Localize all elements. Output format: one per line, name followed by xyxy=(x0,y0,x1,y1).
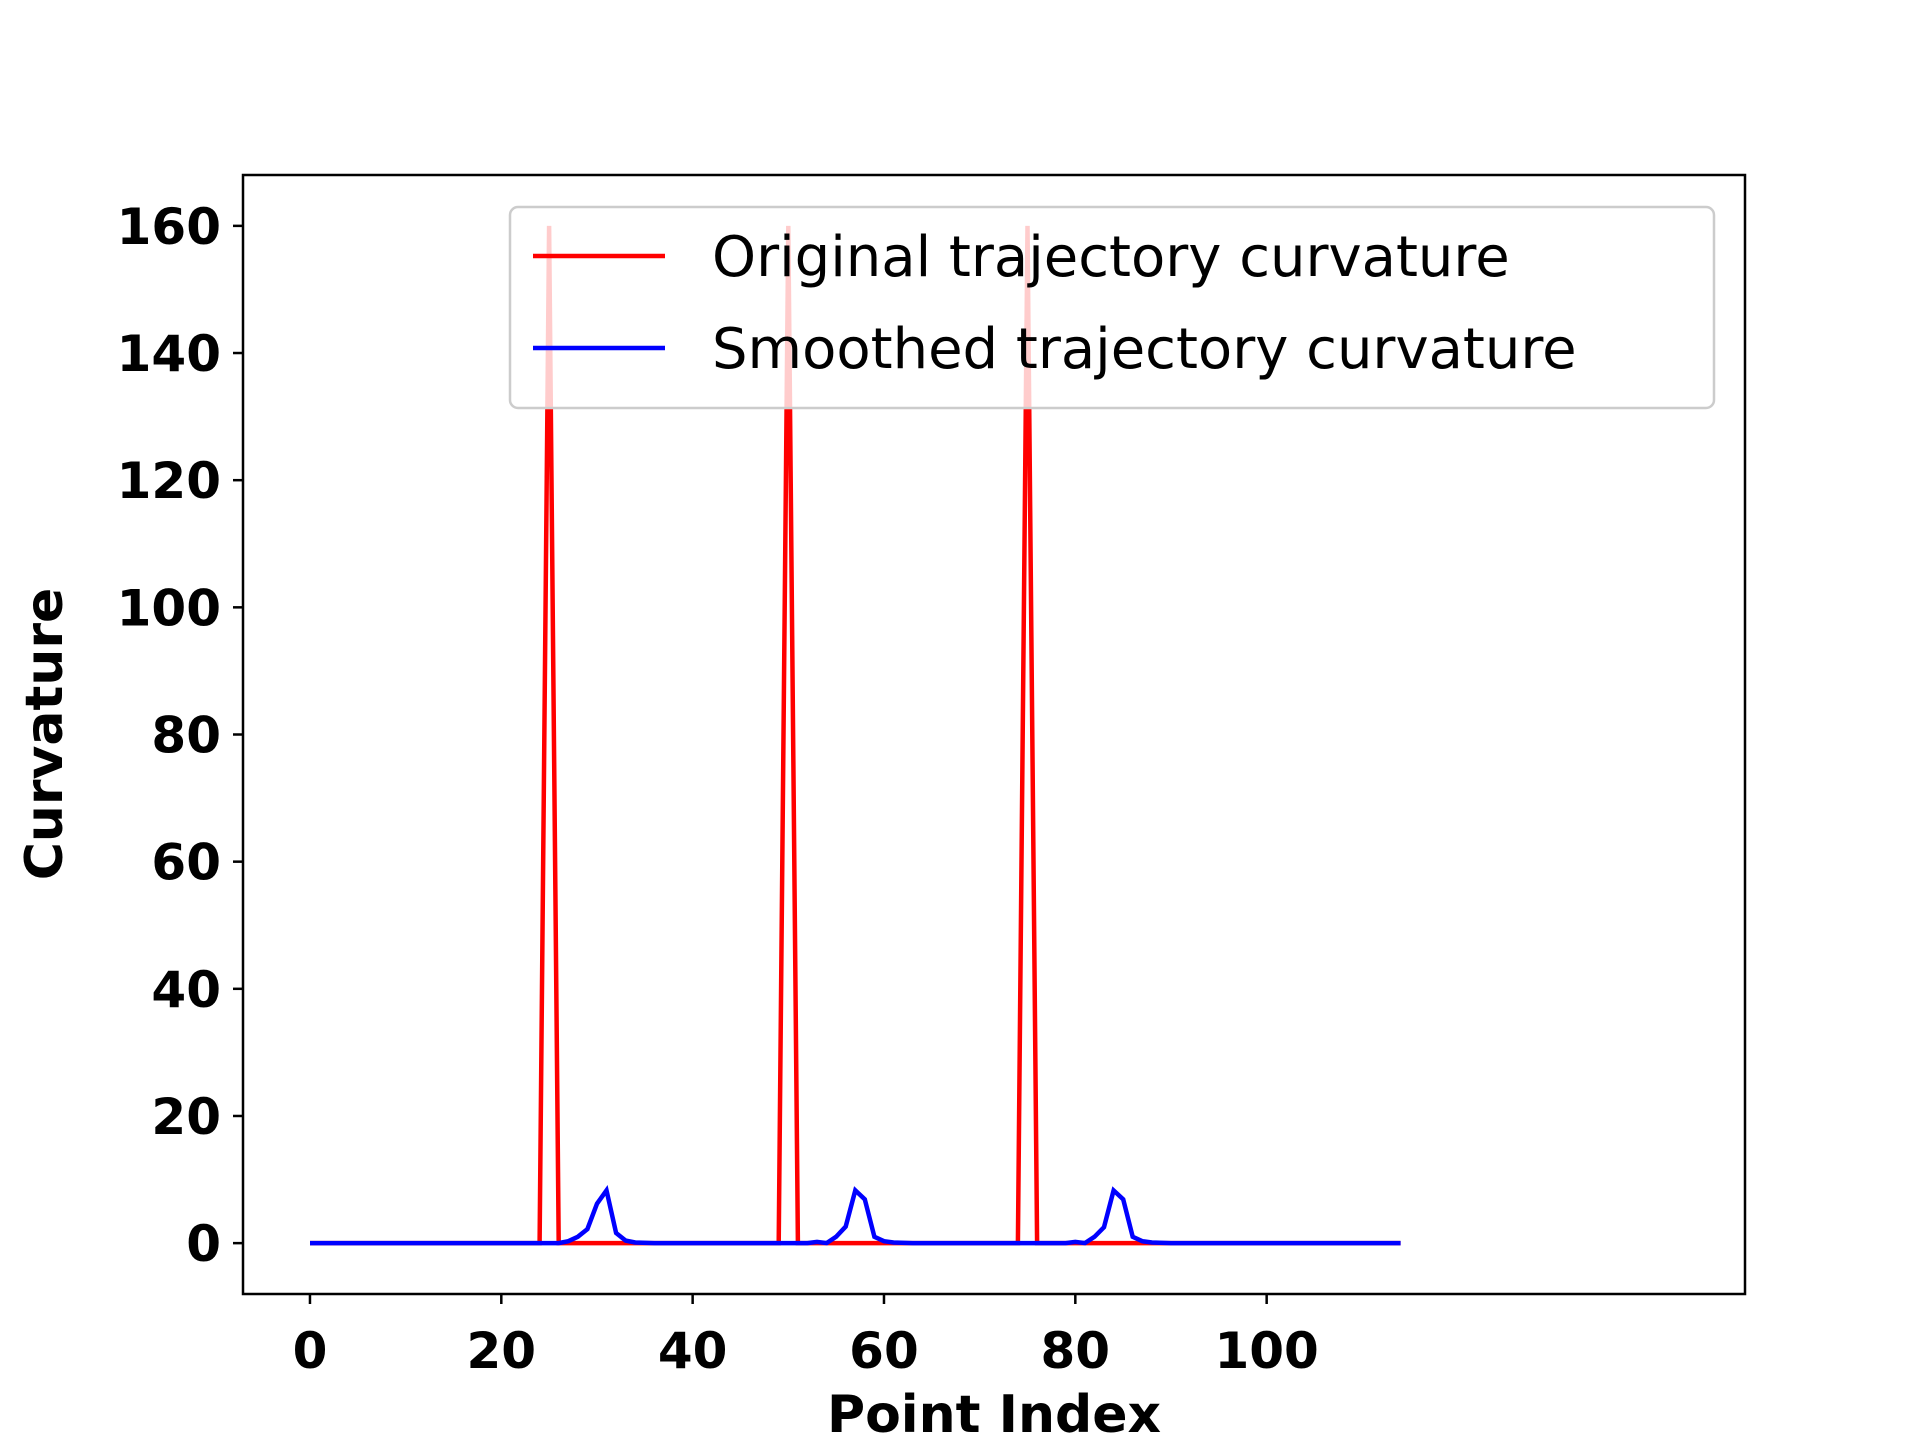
x-axis-title: Point Index xyxy=(827,1385,1161,1440)
y-tick-label: 40 xyxy=(151,961,221,1019)
legend-label-original: Original trajectory curvature xyxy=(712,225,1510,290)
x-tick-label: 0 xyxy=(293,1322,328,1380)
y-axis-ticks: 0 20 40 60 80 100 120 140 160 xyxy=(117,198,243,1273)
y-tick-label: 120 xyxy=(117,452,221,510)
y-tick-label: 20 xyxy=(151,1088,221,1146)
legend-box xyxy=(508,205,1716,410)
y-tick-label: 100 xyxy=(117,579,221,637)
y-tick-label: 140 xyxy=(117,325,221,383)
x-axis-ticks: 0 20 40 60 80 100 xyxy=(293,1294,1319,1380)
x-tick-label: 60 xyxy=(849,1322,919,1380)
y-tick-label: 80 xyxy=(151,707,221,765)
x-tick-label: 20 xyxy=(467,1322,537,1380)
y-tick-label: 160 xyxy=(117,198,221,256)
y-tick-label: 0 xyxy=(186,1215,221,1273)
legend-label-smoothed: Smoothed trajectory curvature xyxy=(712,317,1577,382)
x-tick-label: 80 xyxy=(1041,1322,1111,1380)
y-tick-label: 60 xyxy=(151,834,221,892)
y-axis-title: Curvature xyxy=(15,588,75,881)
x-tick-label: 100 xyxy=(1214,1322,1318,1380)
x-tick-label: 40 xyxy=(658,1322,728,1380)
series-line-smoothed xyxy=(310,1185,1401,1246)
legend: Original trajectory curvature Smoothed t… xyxy=(508,205,1716,410)
